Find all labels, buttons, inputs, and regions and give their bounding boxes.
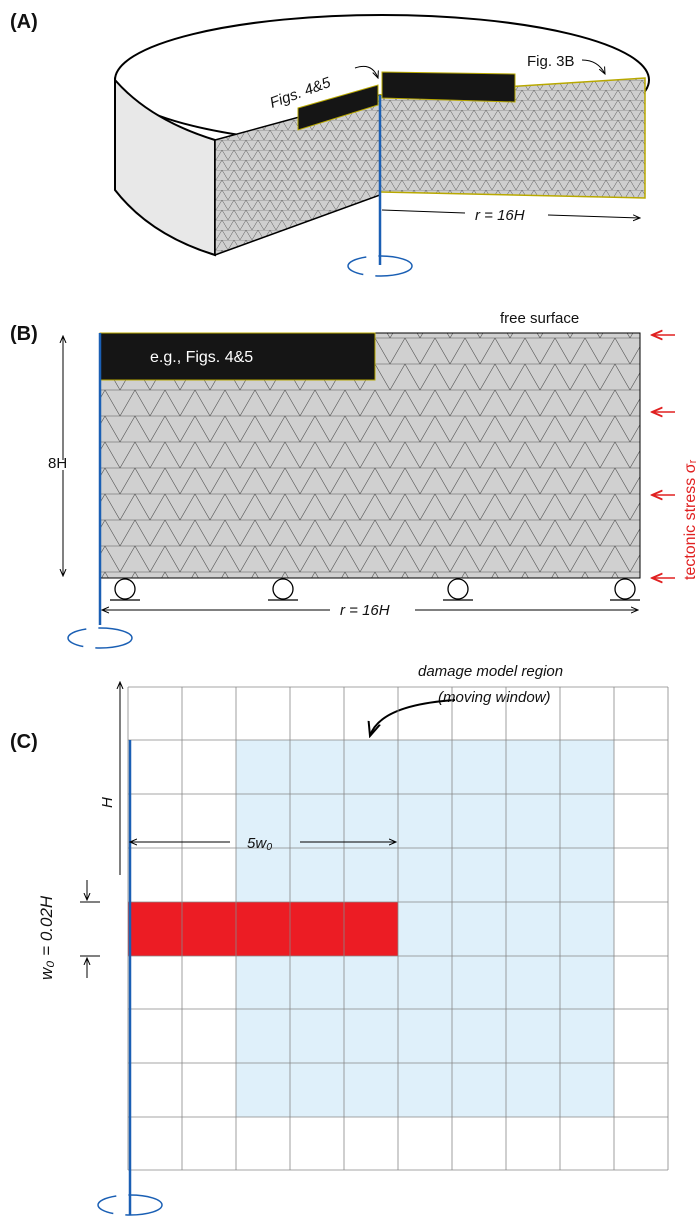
rotation-symbol — [67, 627, 133, 649]
radius-label: r = 16H — [340, 602, 390, 619]
height-label: H — [99, 797, 116, 808]
fine-mesh-block — [99, 332, 376, 381]
callout: Fig. 3B — [527, 53, 575, 70]
callout-arrow — [354, 65, 378, 78]
dimension-line — [381, 209, 466, 214]
fine-mesh-block — [381, 71, 516, 103]
panel-label: (C) — [10, 731, 38, 753]
inset-label: e.g., Figs. 4&5 — [150, 349, 253, 366]
panel-label: (B) — [10, 323, 38, 345]
radius-label: r = 16H — [475, 207, 525, 224]
width-label: w₀ = 0.02H — [37, 895, 56, 980]
rotation-symbol — [97, 1194, 163, 1216]
height-label: 8H — [48, 455, 67, 472]
rollers — [110, 578, 640, 601]
panel-c: (C) damage model region (moving window) … — [10, 663, 669, 1216]
dimension-line — [80, 901, 100, 957]
panel-label: (A) — [10, 11, 38, 33]
fault-zone — [128, 902, 398, 956]
fine-mesh-block — [297, 84, 379, 131]
stress-label: tectonic stress σᵣ — [682, 459, 699, 580]
grid — [127, 686, 669, 1171]
panel-b: (B) free surface e.g., Figs. 4&5 8H r = … — [10, 310, 699, 649]
rotation-symbol — [347, 255, 413, 277]
panel-a: (A) Figs. 4&5 Fig. 3B r = 16H — [10, 11, 650, 277]
dimension-line — [547, 215, 640, 218]
length-label: 5w₀ — [247, 835, 273, 852]
region-title: damage model region — [418, 663, 563, 680]
top-label: free surface — [500, 310, 579, 327]
region-subtitle: (moving window) — [438, 689, 551, 706]
stress-arrows — [652, 335, 675, 578]
callout-arrow — [581, 59, 605, 74]
region-arrow — [370, 699, 456, 736]
